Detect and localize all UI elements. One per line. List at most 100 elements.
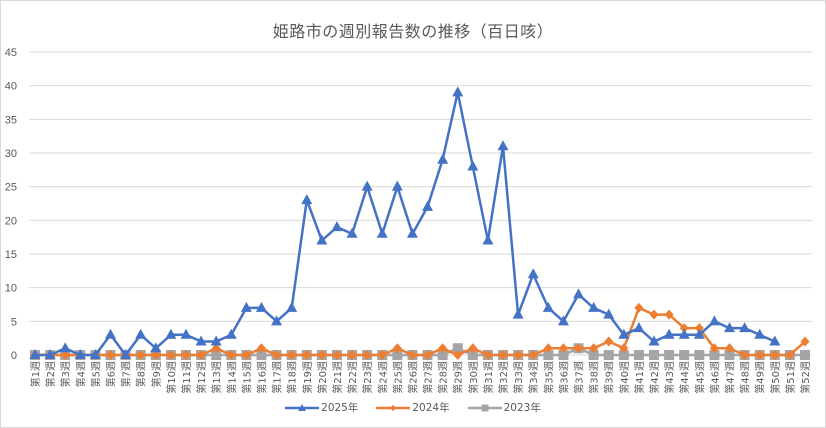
x-tick-label: 第32週: [497, 361, 510, 394]
data-point: [225, 328, 237, 339]
legend-label: 2025年: [321, 402, 359, 414]
data-point: [724, 350, 735, 360]
data-point: [664, 309, 674, 320]
x-tick-label: 第18週: [286, 361, 299, 394]
data-point: [407, 350, 417, 360]
data-point: [287, 350, 297, 360]
x-tick-label: 第16週: [255, 361, 268, 394]
data-point: [633, 350, 644, 360]
data-point: [770, 350, 780, 360]
data-point: [664, 350, 675, 360]
x-tick-label: 第40週: [618, 361, 631, 394]
x-tick-label: 第44週: [678, 361, 691, 394]
x-tick-label: 第8週: [135, 361, 148, 387]
data-point: [271, 315, 283, 326]
data-point: [391, 180, 403, 191]
data-point: [618, 328, 630, 339]
x-tick-label: 第25週: [391, 361, 404, 394]
data-point: [105, 350, 115, 360]
data-point: [483, 350, 493, 360]
data-point: [195, 335, 207, 346]
gridlines: [29, 51, 812, 356]
x-tick-label: 第50週: [769, 361, 782, 394]
data-point: [542, 301, 554, 312]
x-tick-label: 第10週: [165, 361, 178, 394]
x-tick-label: 第9週: [150, 361, 163, 387]
data-point: [256, 350, 267, 360]
data-point: [588, 301, 600, 312]
y-tick-label: 15: [5, 249, 17, 261]
data-point: [226, 350, 236, 360]
legend-item-2025: 2025年: [285, 400, 358, 415]
x-tick-label: 第24週: [376, 361, 389, 394]
chart-title: 姫路市の週別報告数の推移（百日咳）: [272, 22, 554, 41]
data-point: [649, 350, 660, 360]
data-point: [423, 350, 433, 360]
data-point: [210, 335, 222, 346]
data-point: [573, 288, 585, 299]
x-tick-label: 第19週: [301, 361, 314, 394]
data-point: [301, 194, 313, 205]
x-tick-label: 第33週: [512, 361, 525, 394]
data-point: [467, 160, 479, 171]
data-point: [512, 308, 524, 319]
data-point: [256, 343, 266, 354]
data-point: [438, 343, 448, 354]
data-point: [633, 322, 645, 333]
x-tick-label: 第12週: [195, 361, 208, 394]
data-point: [725, 343, 735, 354]
y-tick-label: 10: [5, 283, 17, 295]
x-tick-label: 第22週: [346, 361, 359, 394]
data-point: [150, 342, 162, 353]
series-2025: [29, 86, 781, 359]
data-point: [694, 323, 704, 334]
x-tick-label: 第26週: [406, 361, 419, 394]
data-point: [754, 328, 766, 339]
data-point: [603, 308, 615, 319]
data-point: [181, 350, 191, 360]
legend-item-2024: 2024年: [376, 400, 450, 415]
data-point: [104, 328, 116, 339]
x-tick-label: 第1週: [29, 361, 42, 387]
data-point: [422, 200, 434, 211]
data-point: [678, 328, 690, 339]
data-point: [241, 350, 251, 360]
data-point: [211, 350, 222, 360]
data-point: [196, 350, 206, 360]
x-tick-label: 第14週: [225, 361, 238, 394]
data-point: [528, 350, 538, 360]
data-point: [331, 221, 343, 232]
x-tick-label: 第30週: [467, 361, 480, 394]
square-marker-icon: [467, 404, 502, 411]
data-point: [482, 234, 494, 245]
y-tick-label: 40: [5, 81, 17, 93]
y-tick-label: 5: [11, 316, 17, 328]
data-point: [240, 301, 252, 312]
x-tick-label: 第35週: [542, 361, 555, 394]
data-point: [136, 350, 146, 360]
data-point: [634, 302, 644, 313]
data-point: [255, 301, 267, 312]
data-point: [317, 350, 327, 360]
x-tick-label: 第13週: [210, 361, 223, 394]
data-point: [724, 322, 736, 333]
x-tick-label: 第43週: [663, 361, 676, 394]
x-tick-label: 第23週: [361, 361, 374, 394]
data-point: [302, 350, 312, 360]
data-point: [120, 349, 132, 359]
y-tick-label: 0: [11, 350, 17, 362]
data-point: [347, 350, 357, 360]
x-axis: 第1週 第2週 第3週 第4週 第5週 第6週 第7週 第8週 第9週 第10週 第11週 第12週第…: [29, 361, 812, 394]
data-point: [437, 153, 449, 164]
data-point: [649, 309, 659, 320]
data-point: [406, 227, 418, 238]
data-point: [589, 343, 599, 354]
data-point: [74, 349, 86, 359]
y-tick-label: 25: [5, 182, 17, 194]
data-point: [574, 343, 584, 354]
x-tick-label: 第48週: [739, 361, 752, 394]
x-tick-label: 第4週: [74, 361, 87, 387]
x-tick-label: 第21週: [331, 361, 344, 394]
data-point: [663, 328, 675, 339]
